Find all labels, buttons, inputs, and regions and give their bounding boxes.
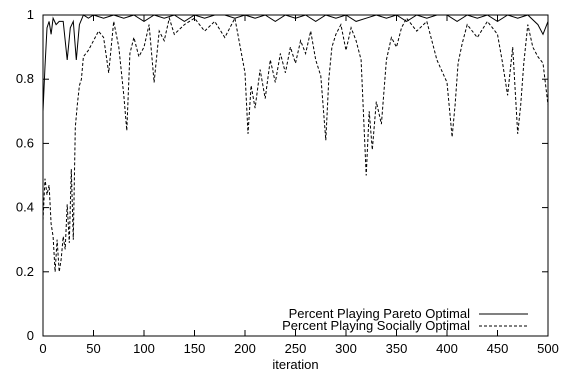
- x-tick-label: 200: [234, 341, 256, 356]
- series-layer: [42, 14, 549, 272]
- x-tick-label: 250: [285, 341, 307, 356]
- x-tick-label: 0: [39, 341, 46, 356]
- x-tick-label: 150: [184, 341, 206, 356]
- x-tick-label: 400: [436, 341, 458, 356]
- y-tick-label: 0: [27, 328, 34, 343]
- series-line-socially-optimal: [42, 16, 549, 272]
- x-tick-label: 500: [537, 341, 559, 356]
- x-tick-label: 350: [386, 341, 408, 356]
- plot-frame: [42, 14, 549, 337]
- series-line-pareto-optimal: [42, 14, 549, 112]
- y-tick-label: 0.6: [16, 135, 34, 150]
- tick-labels: 0 50 100 150 200 250 300 350 400 450 500 0 0.2 0.4 0.6…: [16, 7, 559, 356]
- legend-label: Percent Playing Socially Optimal: [282, 318, 470, 333]
- x-tick-label: 50: [86, 341, 100, 356]
- x-tick-label: 300: [335, 341, 357, 356]
- y-tick-label: 1: [27, 7, 34, 22]
- y-tick-label: 0.8: [16, 71, 34, 86]
- y-tick-label: 0.4: [16, 200, 34, 215]
- y-tick-label: 0.2: [16, 264, 34, 279]
- x-axis-title: iteration: [272, 357, 318, 372]
- legend-label: Percent Playing Pareto Optimal: [289, 306, 470, 321]
- axis-ticks: [42, 14, 549, 337]
- x-tick-label: 100: [133, 341, 155, 356]
- x-tick-label: 450: [487, 341, 509, 356]
